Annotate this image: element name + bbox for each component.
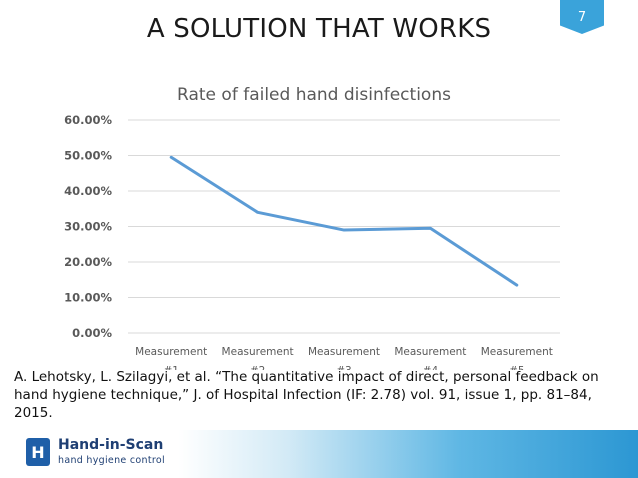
y-tick-label: 40.00% <box>64 184 112 198</box>
y-tick-label: 60.00% <box>64 113 112 127</box>
y-tick-label: 0.00% <box>72 326 112 340</box>
footer-bar <box>0 430 638 478</box>
data-point <box>170 156 173 159</box>
series-line <box>169 155 519 287</box>
logo-tagline: hand hygiene control <box>58 455 165 466</box>
chart-svg: Rate of failed hand disinfections 0.00% 10… <box>64 85 560 370</box>
data-point <box>256 211 259 214</box>
y-tick-label: 30.00% <box>64 220 112 234</box>
y-tick-label: 50.00% <box>64 149 112 163</box>
y-tick-label: 10.00% <box>64 291 112 305</box>
x-tick-label: Measurement#5 <box>481 346 553 370</box>
chart-title: Rate of failed hand disinfections <box>177 85 451 105</box>
x-tick-label: Measurement#1 <box>135 346 207 370</box>
slide-title: A SOLUTION THAT WORKS <box>146 14 492 44</box>
data-point <box>515 283 518 287</box>
line-chart: Rate of failed hand disinfections 0.00% 10… <box>0 70 638 370</box>
x-tick-label: Measurement#2 <box>222 346 294 370</box>
data-point <box>429 227 432 230</box>
x-tick-label: Measurement#3 <box>308 346 380 370</box>
citation-text: A. Lehotsky, L. Szilagyi, et al. “The qu… <box>14 369 599 421</box>
y-tick-label: 20.00% <box>64 255 112 269</box>
x-tick-label: Measurement#4 <box>394 346 466 370</box>
data-point <box>342 228 346 232</box>
hand-in-scan-logo-icon: H <box>26 438 50 466</box>
logo-name: Hand-in-Scan <box>58 437 164 453</box>
